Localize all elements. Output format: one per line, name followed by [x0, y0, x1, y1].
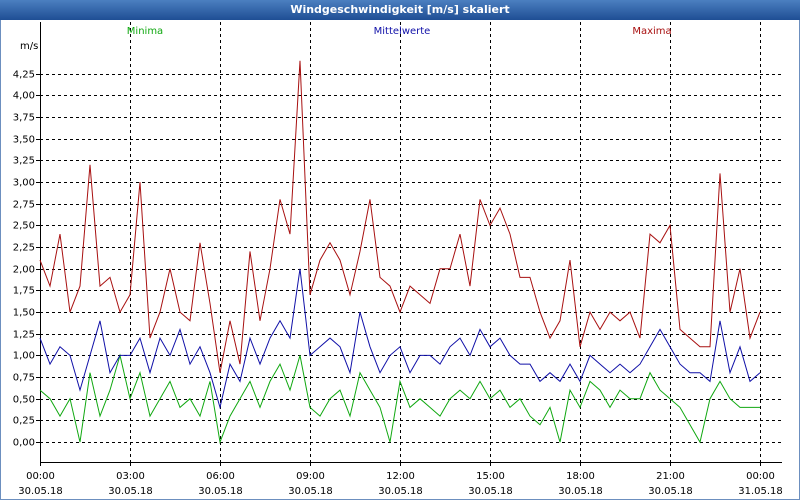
x-tick-label: 09:00 — [296, 471, 325, 482]
series-line — [39, 353, 760, 444]
y-tick-label: 3,50 — [13, 135, 35, 146]
x-tick-label: 03:00 — [116, 471, 145, 482]
legend-label: Mittelwerte — [374, 26, 431, 37]
x-tick-label: 00:00 — [26, 471, 55, 482]
x-tick-label: 12:00 — [386, 471, 415, 482]
y-tick-label: 2,25 — [13, 243, 35, 254]
y-tick-label: 2,75 — [13, 200, 35, 211]
x-tick-date: 30.05.18 — [198, 486, 243, 497]
series-line — [39, 60, 761, 373]
x-tick-date: 30.05.18 — [288, 486, 333, 497]
y-tick-label: 4,00 — [13, 91, 35, 102]
y-tick-label: 2,00 — [13, 265, 35, 276]
x-tick-label: 06:00 — [206, 471, 235, 482]
legend-label: Minima — [127, 26, 163, 37]
y-tick-label: 2,50 — [13, 221, 35, 232]
x-tick-label: 15:00 — [476, 471, 505, 482]
y-tick-label: 1,00 — [13, 351, 35, 362]
title-bar — [0, 0, 800, 20]
x-tick-date: 30.05.18 — [18, 486, 63, 497]
x-tick-date: 30.05.18 — [108, 486, 153, 497]
y-tick-label: 3,00 — [13, 178, 35, 189]
y-tick-label: 0,50 — [13, 395, 35, 406]
y-tick-label: 4,25 — [13, 70, 35, 81]
x-tick-date: 30.05.18 — [558, 486, 603, 497]
y-tick-label: 0,00 — [13, 438, 35, 449]
y-tick-label: 1,50 — [13, 308, 35, 319]
series-line — [39, 268, 761, 410]
y-tick-label: 0,75 — [13, 373, 35, 384]
x-tick-date: 31.05.18 — [738, 486, 783, 497]
y-tick-label: 1,75 — [13, 286, 35, 297]
chart-title: Windgeschwindigkeit [m/s] skaliert — [290, 3, 509, 16]
y-tick-label: 0,25 — [13, 416, 35, 427]
y-tick-label: 3,75 — [13, 113, 35, 124]
x-tick-label: 00:00 — [746, 471, 775, 482]
x-tick-date: 30.05.18 — [648, 486, 693, 497]
x-tick-label: 18:00 — [566, 471, 595, 482]
x-tick-label: 21:00 — [656, 471, 685, 482]
y-tick-label: 3,25 — [13, 156, 35, 167]
x-tick-date: 30.05.18 — [468, 486, 513, 497]
y-axis-unit: m/s — [20, 41, 38, 52]
legend-label: Maxima — [632, 26, 671, 37]
y-tick-label: 1,25 — [13, 330, 35, 341]
x-tick-date: 30.05.18 — [378, 486, 423, 497]
